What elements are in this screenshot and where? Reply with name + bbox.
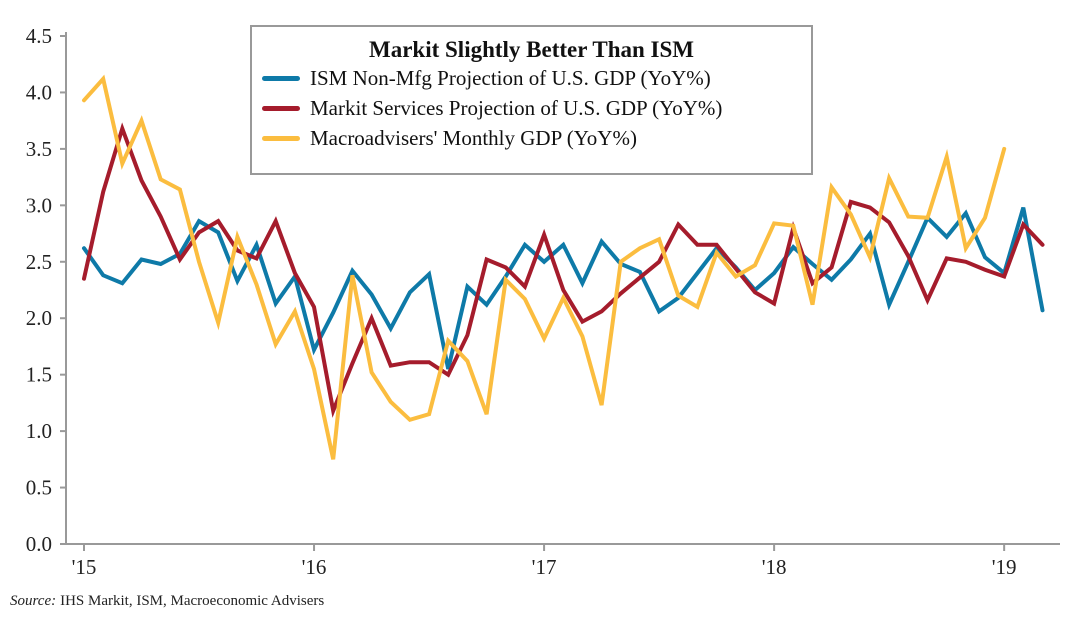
legend-label-ism: ISM Non-Mfg Projection of U.S. GDP (YoY%… [310,65,711,90]
x-tick-label: '16 [302,555,327,579]
legend-item-markit: Markit Services Projection of U.S. GDP (… [262,93,811,123]
x-tick-label: '18 [762,555,787,579]
x-tick-label: '15 [72,555,97,579]
x-tick-label: '17 [532,555,557,579]
series-line-macro [82,74,1007,460]
legend-label-markit: Markit Services Projection of U.S. GDP (… [310,95,723,120]
axes: 0.0 0.5 1.0 1.5 2.0 2.5 3.0 3.5 4.0 4.5 '15 '16 '17 '… [26,24,1060,579]
y-tick-label: 3.0 [26,193,52,217]
legend-label-macro: Macroadvisers' Monthly GDP (YoY%) [310,125,637,150]
source-note: Source: IHS Markit, ISM, Macroeconomic Ad… [10,593,324,610]
source-label: Source: [10,593,57,609]
y-tick-label: 2.0 [26,306,52,330]
legend: Markit Slightly Better Than ISM ISM Non-… [250,25,813,175]
legend-item-ism: ISM Non-Mfg Projection of U.S. GDP (YoY%… [262,63,811,93]
y-tick-label: 4.5 [26,24,52,48]
y-tick-label: 0.0 [26,532,52,556]
series-lines [82,74,1045,460]
legend-item-macro: Macroadvisers' Monthly GDP (YoY%) [262,123,811,153]
legend-swatch-macro [262,135,300,141]
y-tick-label: 4.0 [26,80,52,104]
y-tick-label: 2.5 [26,250,52,274]
legend-swatch-ism [262,75,300,81]
y-tick-label: 1.5 [26,363,52,387]
y-tick-label: 1.0 [26,419,52,443]
y-tick-label: 0.5 [26,476,52,500]
source-text: IHS Markit, ISM, Macroeconomic Advisers [60,593,325,609]
x-tick-label: '19 [992,555,1017,579]
legend-swatch-markit [262,105,300,111]
series-line-ism [82,207,1045,370]
chart-title: Markit Slightly Better Than ISM [369,37,694,62]
y-tick-label: 3.5 [26,137,52,161]
